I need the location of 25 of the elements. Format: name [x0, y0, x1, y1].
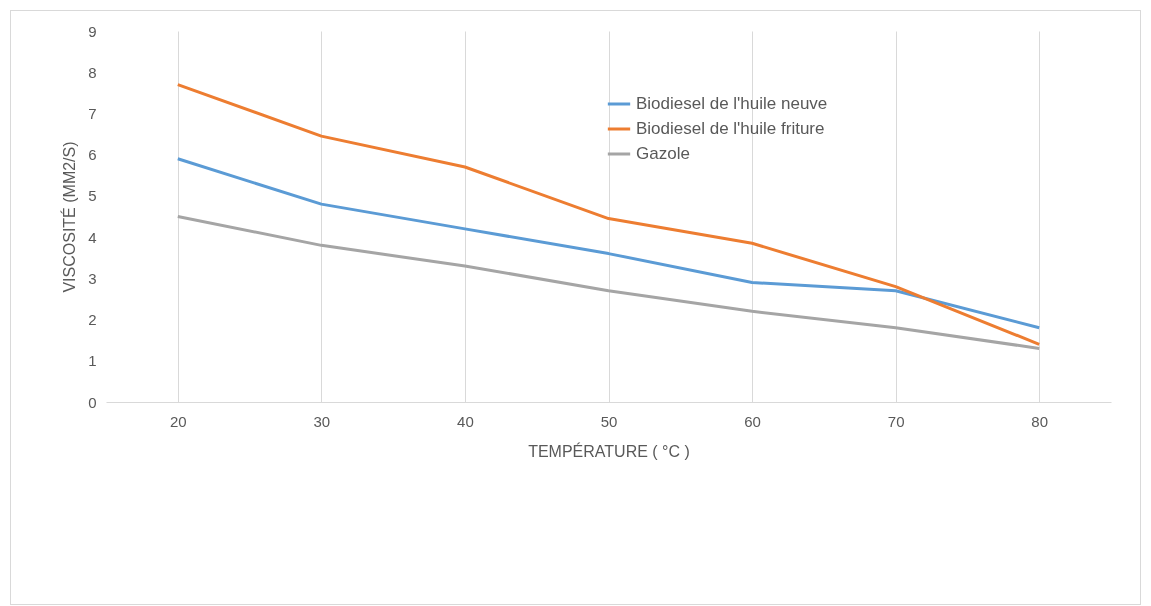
x-tick-label: 30 [313, 412, 331, 430]
x-tick-label: 50 [600, 412, 618, 430]
y-tick-label: 6 [88, 146, 97, 164]
y-tick-label: 3 [88, 269, 97, 287]
x-tick-label: 20 [169, 412, 187, 430]
legend-label: Biodiesel de l'huile neuve [636, 94, 828, 113]
y-tick-label: 1 [88, 352, 97, 370]
line-series [176, 83, 1041, 346]
y-tick-label: 7 [88, 104, 97, 122]
x-axis-title: TEMPÉRATURE ( °C ) [528, 441, 690, 460]
y-tick-label: 2 [88, 311, 97, 329]
legend-label: Gazole [636, 144, 690, 163]
line-series [176, 157, 1041, 330]
y-tick-label: 8 [88, 63, 97, 81]
x-tick-label: 40 [457, 412, 474, 430]
y-tick-label: 4 [88, 228, 97, 246]
legend-label: Biodiesel de l'huile friture [636, 119, 825, 138]
y-tick-label: 0 [88, 393, 97, 411]
x-tick-label: 70 [887, 412, 905, 430]
y-tick-label: 9 [88, 22, 97, 40]
y-axis-title: VISCOSITÉ (MM2/S) [60, 141, 79, 293]
line-series [176, 215, 1041, 350]
x-tick-label: 80 [1031, 412, 1049, 430]
y-tick-label: 5 [88, 187, 97, 205]
x-tick-label: 60 [744, 412, 761, 430]
